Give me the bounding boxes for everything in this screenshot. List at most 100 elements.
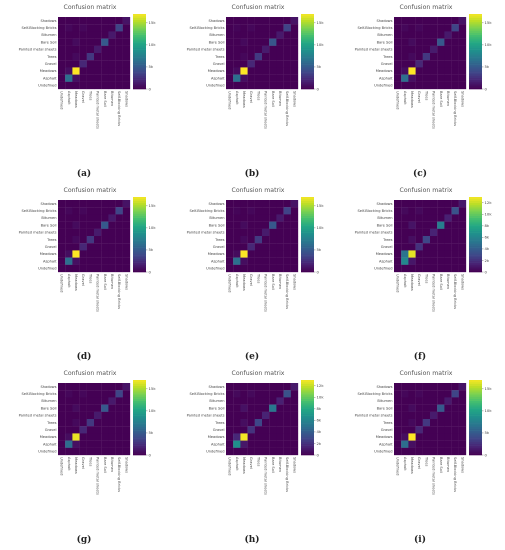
heatmap-cell	[247, 53, 255, 61]
heatmap-cell	[254, 74, 263, 82]
colorbar-segment	[301, 74, 314, 77]
heatmap-cell	[269, 390, 277, 398]
colorbar-segment	[301, 21, 314, 24]
heatmap-cell	[401, 236, 409, 244]
heatmap-cell	[290, 236, 299, 244]
heatmap-cell	[94, 390, 102, 398]
heatmap-cell	[79, 214, 87, 222]
colorbar-segment	[469, 400, 482, 403]
row-tick-label: Undefined	[38, 450, 56, 454]
heatmap-cell	[269, 440, 277, 448]
heatmap-cell	[451, 264, 459, 273]
heatmap-cell	[458, 228, 467, 237]
heatmap-cell	[58, 207, 66, 215]
heatmap-cell	[79, 390, 87, 398]
heatmap-cell	[283, 17, 291, 25]
row-tick-label: Asphalt	[43, 442, 57, 446]
heatmap-cell	[226, 53, 234, 61]
row-tick-label: Bitumen	[377, 216, 392, 220]
colorbar-segment	[469, 57, 482, 60]
confusion-matrix-panel: Confusion matrix Shadows Self-Blocking Bri…	[168, 0, 336, 183]
heatmap-cell	[233, 200, 241, 208]
heatmap-cell	[226, 228, 234, 237]
heatmap-cell	[240, 214, 248, 222]
row-tick-label: Undefined	[206, 84, 224, 88]
heatmap-cell	[458, 207, 467, 215]
colorbar-segment	[469, 396, 482, 400]
colorbar-segment	[469, 34, 482, 37]
heatmap-cell	[101, 433, 109, 441]
row-tick-label: Self-Blocking Bricks	[21, 26, 56, 30]
heatmap-cell	[72, 390, 80, 398]
heatmap-cell	[451, 60, 459, 68]
heatmap-cell	[79, 404, 87, 412]
row-tick-label: Undefined	[206, 267, 224, 271]
heatmap-cell	[444, 24, 452, 32]
heatmap-cell	[122, 257, 131, 265]
column-tick-label: Gravel	[81, 457, 85, 469]
confusion-matrix-panel: Confusion matrix Shadows Self-Blocking Bri…	[336, 183, 504, 366]
colorbar-segment	[469, 447, 482, 450]
colorbar-segment	[469, 421, 482, 424]
colorbar-segment	[301, 215, 314, 218]
heatmap-cell	[415, 74, 423, 82]
heatmap-cell	[115, 45, 123, 54]
colorbar-segment	[301, 398, 314, 401]
heatmap-cell	[415, 447, 423, 456]
heatmap-cell	[444, 411, 452, 420]
heatmap-cell	[94, 411, 102, 420]
row-tick-label: Undefined	[38, 84, 56, 88]
column-tick-label: Bitumen	[278, 274, 282, 289]
heatmap-cell	[422, 67, 431, 75]
heatmap-cell	[290, 433, 299, 441]
heatmap-cell	[108, 236, 116, 244]
heatmap-cell	[415, 264, 423, 273]
heatmap-cell	[94, 24, 102, 32]
heatmap-cell	[408, 236, 416, 244]
heatmap-cell	[269, 447, 277, 456]
confusion-matrix-panel: Confusion matrix Shadows Self-Blocking Bri…	[168, 183, 336, 366]
heatmap-cell	[394, 17, 402, 25]
colorbar-segment	[133, 451, 146, 454]
heatmap-cell	[444, 200, 452, 208]
heatmap-cell	[458, 38, 467, 46]
heatmap-cell	[262, 404, 270, 412]
heatmap-cell	[101, 257, 109, 265]
column-tick-label: Self-Blocking Bricks	[285, 274, 289, 309]
colorbar-segment	[133, 245, 146, 248]
row-tick-label: Bitumen	[209, 216, 224, 220]
heatmap-cell	[430, 74, 438, 82]
heatmap-cell	[408, 221, 416, 229]
heatmap-cell	[262, 257, 270, 265]
heatmap-cell	[276, 257, 284, 265]
heatmap-cell	[262, 38, 270, 46]
heatmap-cell	[276, 31, 284, 39]
colorbar-segment	[133, 253, 146, 256]
heatmap-cell	[233, 31, 241, 39]
colorbar-segment	[301, 217, 314, 220]
colorbar-segment	[133, 66, 146, 69]
heatmap-cell	[394, 67, 402, 75]
colorbar-segment	[301, 266, 314, 269]
colorbar-segment	[133, 249, 146, 252]
heatmap-cell	[72, 24, 80, 32]
colorbar-segment	[469, 453, 482, 456]
heatmap-cell	[240, 404, 248, 412]
heatmap-cell	[86, 214, 95, 222]
heatmap-cell	[262, 221, 270, 229]
heatmap-cell	[415, 397, 423, 405]
heatmap-cell	[422, 383, 431, 391]
heatmap-cell	[65, 74, 73, 82]
colorbar-tick-label: 2k	[317, 441, 322, 446]
heatmap-cell	[458, 447, 467, 456]
heatmap-cell	[415, 221, 423, 229]
heatmap-cell	[269, 221, 277, 229]
colorbar-segment	[301, 40, 314, 43]
heatmap-cell	[240, 17, 248, 25]
heatmap-cell	[283, 236, 291, 244]
column-tick-label: Trees	[424, 273, 428, 283]
heatmap-cell	[422, 250, 431, 258]
heatmap-cell	[233, 74, 241, 82]
colorbar-segment	[301, 441, 314, 445]
column-tick-label: Asphalt	[403, 457, 407, 471]
